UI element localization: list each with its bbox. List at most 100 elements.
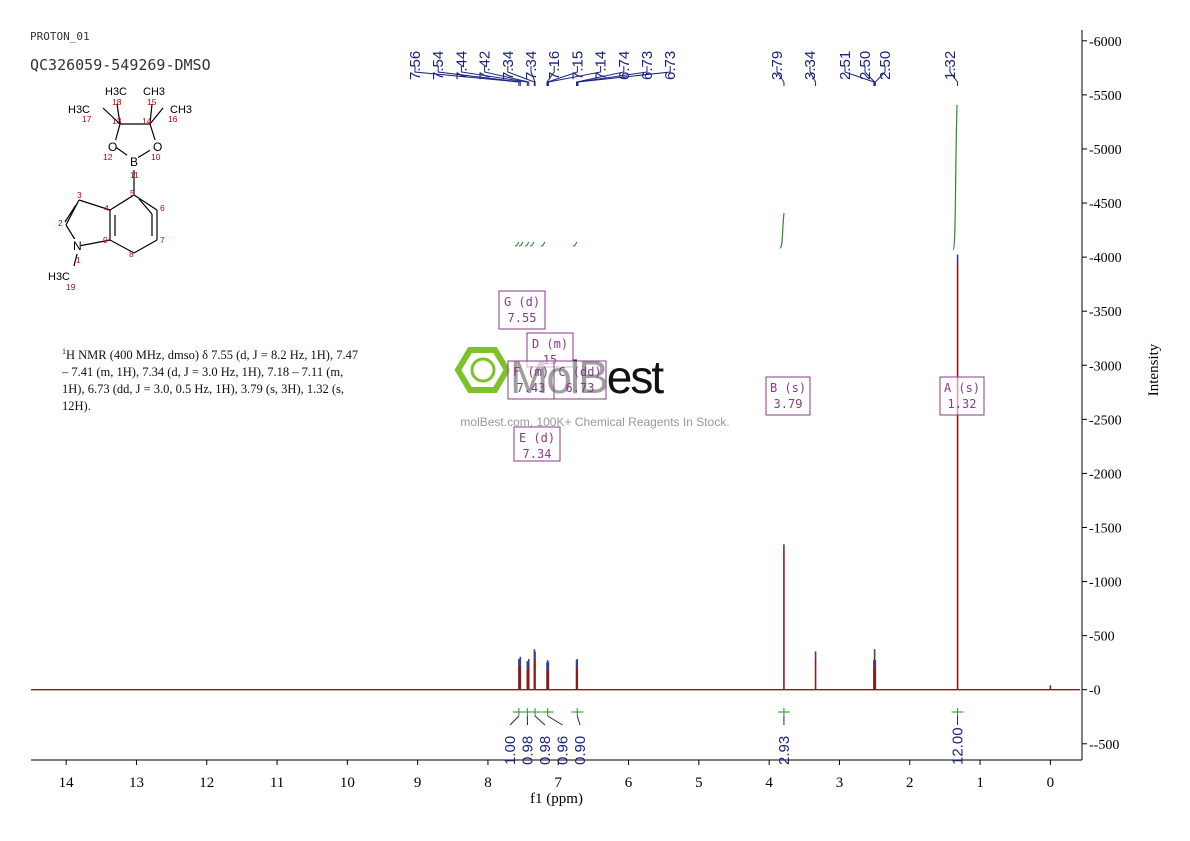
atom-number: 11	[130, 170, 139, 180]
y-tick-label: -1000	[1089, 576, 1122, 591]
integral-value: 2.93	[776, 736, 793, 765]
peak-leader	[576, 70, 625, 86]
double-bond	[138, 198, 153, 215]
peak-label: 1.32	[942, 51, 959, 80]
peak-leader	[809, 70, 817, 86]
peak-label: 7.54	[430, 51, 447, 80]
peak-leader	[546, 70, 555, 86]
multiplet-shift: 7.43	[517, 381, 546, 395]
atom-number: 6	[160, 203, 165, 213]
bond	[116, 103, 121, 125]
multiplet-type: G (d)	[504, 295, 540, 309]
peak-label: 7.42	[477, 51, 494, 80]
atom-bg	[65, 103, 90, 117]
molbest-tagline: molBest.com, 100K+ Chemical Reagents In …	[460, 415, 729, 429]
molbest-logo-ring	[470, 357, 496, 383]
y-tick-label: -3500	[1089, 305, 1122, 320]
atom-number: 16	[168, 114, 178, 124]
multiplet-box: G (d) 7.55	[498, 290, 546, 330]
multiplet-frame	[513, 426, 561, 462]
integral-curve	[514, 241, 520, 247]
atom-bg	[70, 239, 81, 254]
nmr-line-1: 1H NMR (400 MHz, dmso) δ 7.55 (d, J = 8.…	[62, 347, 359, 363]
nmr-line-3: 1H), 6.73 (dd, J = 3.0, 0.5 Hz, 1H), 3.7…	[62, 382, 345, 397]
peak-label: 6.73	[639, 51, 656, 80]
atom-bg	[127, 155, 138, 170]
nmr-line-4: 12H).	[62, 399, 91, 414]
peak-leader	[844, 70, 875, 86]
bond	[133, 239, 158, 254]
peak-leader	[949, 70, 959, 86]
x-tick-label: 7	[555, 775, 563, 791]
bond	[133, 194, 158, 211]
y-tick-label: -4500	[1089, 197, 1122, 212]
peak-leader	[864, 70, 876, 86]
x-tick-label: 2	[906, 775, 914, 791]
peak-leader	[437, 70, 521, 86]
peak-label: 3.79	[769, 51, 786, 80]
x-tick-label: 5	[695, 775, 703, 791]
peak-label: 3.34	[802, 51, 819, 80]
x-tick-label: 13	[129, 775, 144, 791]
y-tick-label: -500	[1089, 630, 1115, 645]
peak-leader	[547, 70, 602, 86]
atom-label: CH3	[170, 104, 192, 116]
multiplet-frame	[498, 290, 546, 330]
peak-leader	[484, 70, 530, 86]
multiplet-box: C (dd) 6.73	[553, 360, 607, 400]
integral-value: 0.98	[537, 736, 554, 765]
multiplet-frame	[507, 360, 555, 400]
multiplet-type: C (dd)	[558, 365, 601, 379]
integral-curve	[540, 241, 546, 247]
x-tick-label: 11	[270, 775, 284, 791]
atom-number: 15	[147, 97, 157, 107]
y-tick-label: -4000	[1089, 251, 1122, 266]
atom-bg	[150, 140, 161, 155]
peak-leader	[530, 70, 536, 86]
atom-bg	[167, 103, 192, 117]
integral-leader	[547, 715, 563, 726]
peak-leader	[507, 70, 535, 86]
y-tick-label: -0	[1089, 684, 1101, 699]
atom-number: 7	[160, 235, 165, 245]
y-tick-label: -3000	[1089, 359, 1122, 374]
multiplet-type: E (d)	[519, 431, 555, 445]
integral-value: 0.98	[520, 736, 537, 765]
atom-number: 13	[112, 116, 122, 126]
integral-curve	[529, 241, 535, 247]
experiment-name: PROTON_01	[30, 30, 90, 43]
x-tick-label: 6	[625, 775, 633, 791]
bond	[78, 199, 111, 211]
bond	[65, 199, 80, 226]
atom-number: 9	[103, 235, 108, 245]
x-tick-label: 0	[1047, 775, 1055, 791]
atom-number: 4	[104, 203, 109, 213]
integral-leader	[576, 715, 581, 726]
x-tick-label: 14	[59, 775, 75, 791]
peak-label: 7.16	[546, 51, 563, 80]
multiplet-type: B (s)	[770, 381, 806, 395]
multiplet-box: E (d) 7.34	[513, 426, 561, 462]
atom-label: N	[73, 239, 82, 253]
atom-number: 10	[151, 152, 161, 162]
atom-number: 5	[130, 188, 135, 198]
atom-number: 8	[129, 249, 134, 259]
peak-label: 6.73	[662, 51, 679, 80]
x-tick-label: 4	[765, 775, 773, 791]
peak-leader	[776, 70, 785, 86]
integral-curve	[524, 241, 530, 247]
x-axis-title: f1 (ppm)	[530, 791, 583, 807]
multiplet-shift: 7.34	[523, 447, 552, 461]
atom-label: CH3	[143, 86, 165, 98]
x-tick-label: 3	[836, 775, 844, 791]
x-tick-label: 12	[199, 775, 214, 791]
atom-number: 17	[82, 114, 92, 124]
multiplet-frame	[553, 360, 607, 400]
y-tick-label: --500	[1089, 738, 1119, 753]
atom-bg	[105, 140, 116, 155]
atom-bg	[45, 270, 70, 284]
y-tick-label: -5500	[1089, 89, 1122, 104]
bond	[109, 194, 135, 211]
